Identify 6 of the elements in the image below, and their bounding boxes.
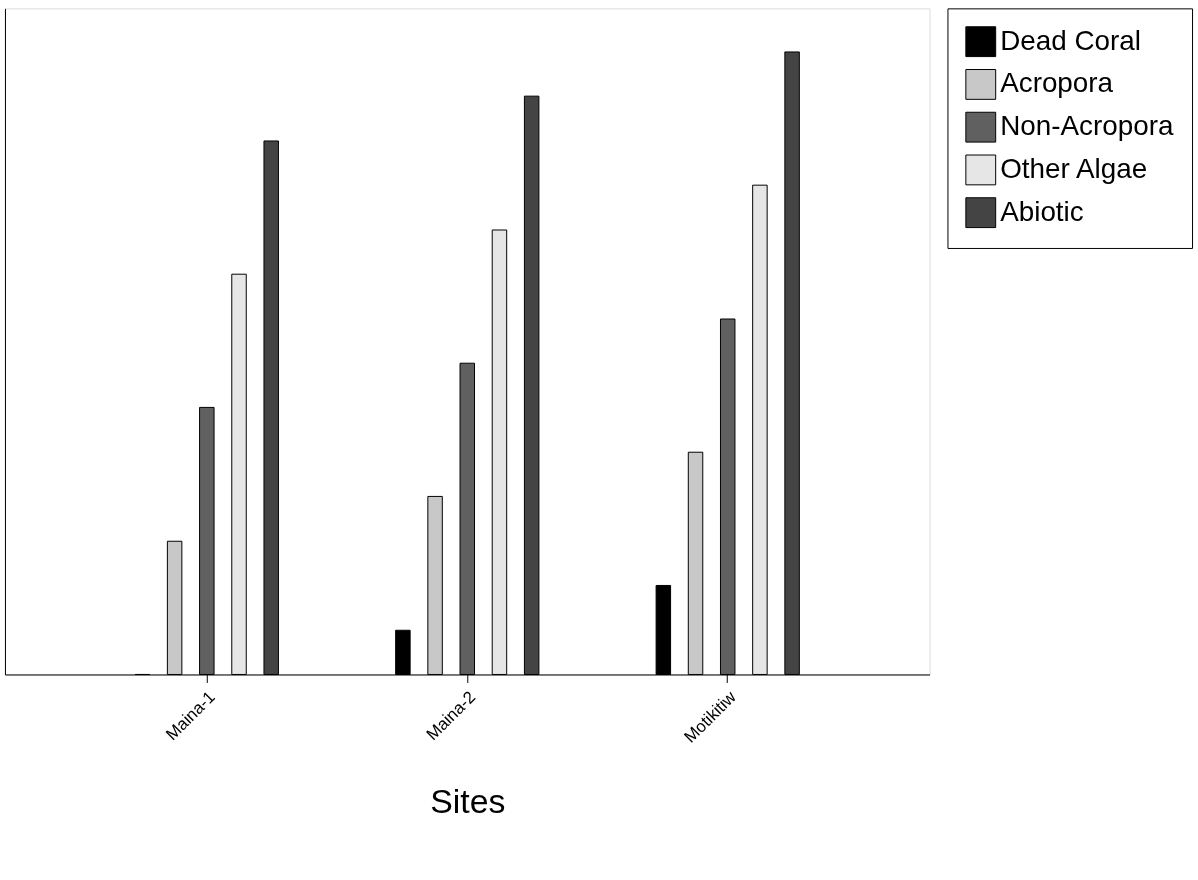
legend-label: Other Algae [1000,152,1148,184]
legend-label: Non-Acropora [1000,110,1174,142]
legend-label: Acropora [1000,67,1114,99]
legend-label: Abiotic [1000,195,1084,227]
x-axis-title: Sites [430,781,506,820]
legend-label: Dead Coral [1000,24,1141,56]
